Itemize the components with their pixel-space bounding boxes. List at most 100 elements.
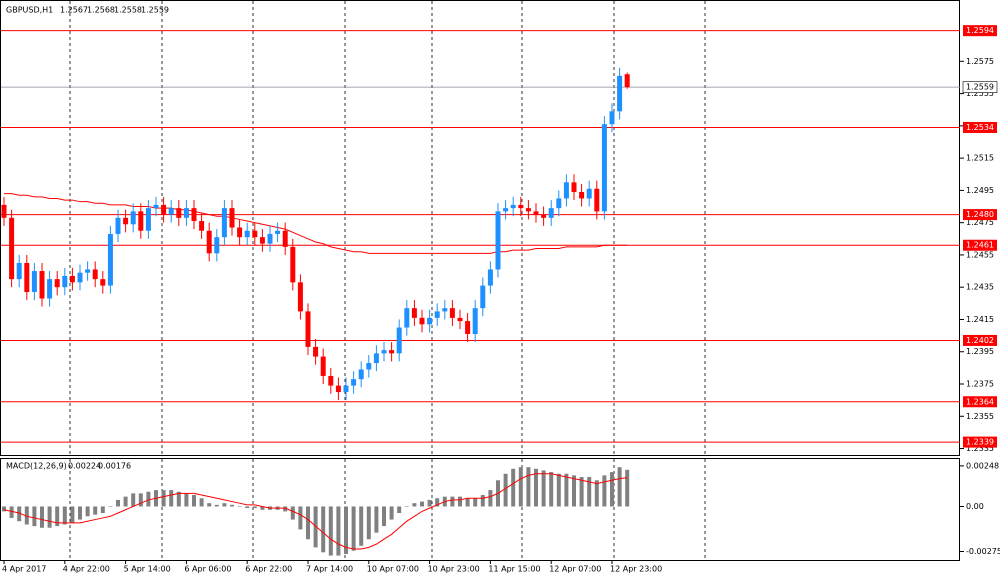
macd-bar bbox=[404, 506, 409, 507]
macd-bar bbox=[283, 506, 288, 512]
candle-body bbox=[396, 327, 402, 354]
candle-body bbox=[503, 208, 509, 212]
level-label-bg bbox=[963, 436, 997, 448]
macd-bar bbox=[260, 506, 265, 510]
moving-average bbox=[4, 193, 628, 254]
macd-bar bbox=[230, 504, 234, 507]
y-tick-label: 1.2395 bbox=[966, 347, 994, 356]
candle-body bbox=[161, 204, 167, 215]
macd-bar bbox=[62, 506, 67, 525]
macd-bar bbox=[192, 495, 196, 507]
price-pane-frame bbox=[0, 0, 960, 456]
macd-bar bbox=[78, 506, 82, 520]
candle-body bbox=[351, 379, 357, 386]
macd-bar bbox=[222, 503, 227, 507]
y-tick-label: 1.2455 bbox=[966, 250, 994, 259]
candle-body bbox=[381, 350, 387, 354]
macd-bar bbox=[306, 506, 310, 540]
candle-body bbox=[206, 230, 212, 254]
candle-body bbox=[305, 311, 311, 347]
macd-bar bbox=[572, 475, 576, 507]
level-label-bg bbox=[963, 209, 997, 221]
macd-bar bbox=[116, 499, 120, 507]
macd-bar bbox=[351, 506, 356, 551]
level-label-bg bbox=[963, 334, 997, 346]
level-label: 1.2364 bbox=[966, 397, 994, 406]
macd-bar bbox=[359, 506, 364, 546]
macd-bar bbox=[169, 490, 174, 507]
macd-bar bbox=[602, 475, 607, 507]
level-label: 1.2594 bbox=[966, 26, 994, 35]
candle-body bbox=[442, 308, 448, 312]
level-label: 1.2534 bbox=[966, 123, 994, 132]
macd-title: MACD(12,26,9) bbox=[6, 462, 67, 471]
candle-body bbox=[229, 208, 235, 228]
candle-body bbox=[609, 111, 615, 125]
candle-body bbox=[39, 271, 45, 299]
macd-bar bbox=[47, 506, 52, 528]
macd-bar bbox=[526, 467, 531, 507]
candle-body bbox=[54, 279, 60, 288]
level-label: 1.2339 bbox=[966, 438, 994, 447]
candle-body bbox=[62, 275, 68, 288]
macd-bar bbox=[214, 504, 219, 507]
x-tick-label: 6 Apr 06:00 bbox=[184, 565, 231, 574]
macd-bar bbox=[123, 496, 128, 507]
y-tick-label: 1.2355 bbox=[966, 412, 994, 421]
candle-body bbox=[47, 279, 53, 299]
x-tick-label: 12 Apr 07:00 bbox=[549, 565, 601, 574]
candle-body bbox=[617, 75, 623, 112]
level-label-bg bbox=[963, 396, 997, 408]
macd-bar bbox=[70, 506, 75, 523]
candle-body bbox=[465, 321, 471, 334]
macd-bar bbox=[245, 506, 250, 509]
candle-body bbox=[335, 385, 341, 393]
candle-body bbox=[556, 198, 562, 209]
x-tick-label: 10 Apr 07:00 bbox=[367, 565, 419, 574]
macd-bar bbox=[131, 493, 136, 507]
macd-bar bbox=[366, 506, 371, 540]
macd-bar bbox=[587, 477, 592, 507]
candle-body bbox=[130, 211, 136, 225]
y-tick-label: 0.00248 bbox=[966, 461, 999, 470]
macd-bar bbox=[344, 506, 348, 554]
candle-body bbox=[358, 369, 364, 380]
current-price-label: 1.2559 bbox=[966, 83, 994, 92]
candle-body bbox=[1, 204, 7, 218]
macd-bar bbox=[625, 469, 630, 507]
macd-bar bbox=[556, 473, 561, 507]
candle-body bbox=[100, 279, 106, 286]
y-tick-label: 1.2575 bbox=[966, 57, 994, 66]
candle-body bbox=[328, 375, 334, 386]
macd-bar bbox=[24, 506, 29, 525]
candle-body bbox=[221, 208, 227, 238]
candle-body bbox=[601, 124, 607, 212]
macd-bar bbox=[450, 496, 455, 507]
macd-bar bbox=[321, 506, 326, 553]
candle-body bbox=[366, 363, 372, 370]
candle-body bbox=[85, 269, 91, 273]
macd-bar bbox=[290, 506, 295, 520]
y-tick-label: 1.2555 bbox=[966, 89, 994, 98]
macd-bar bbox=[564, 473, 569, 507]
level-label-bg bbox=[963, 239, 997, 251]
macd-bar bbox=[313, 506, 318, 548]
candle-body bbox=[434, 311, 440, 318]
macd-bar bbox=[610, 472, 614, 507]
macd-pane-frame bbox=[0, 458, 960, 561]
macd-bar bbox=[579, 477, 584, 507]
candle-body bbox=[586, 188, 592, 199]
candle-body bbox=[199, 221, 205, 231]
macd-bar bbox=[184, 493, 189, 507]
candle-body bbox=[389, 350, 395, 354]
macd-bar bbox=[465, 498, 470, 507]
candle-body bbox=[495, 211, 501, 270]
macd-bar bbox=[518, 467, 523, 507]
candle-body bbox=[153, 204, 159, 209]
y-tick-label: 1.2335 bbox=[966, 444, 994, 453]
macd-bar bbox=[252, 506, 257, 509]
candle-body bbox=[31, 271, 37, 293]
candle-body bbox=[69, 275, 75, 283]
macd-bar bbox=[336, 506, 341, 556]
x-tick-label: 12 Apr 23:00 bbox=[610, 565, 662, 574]
